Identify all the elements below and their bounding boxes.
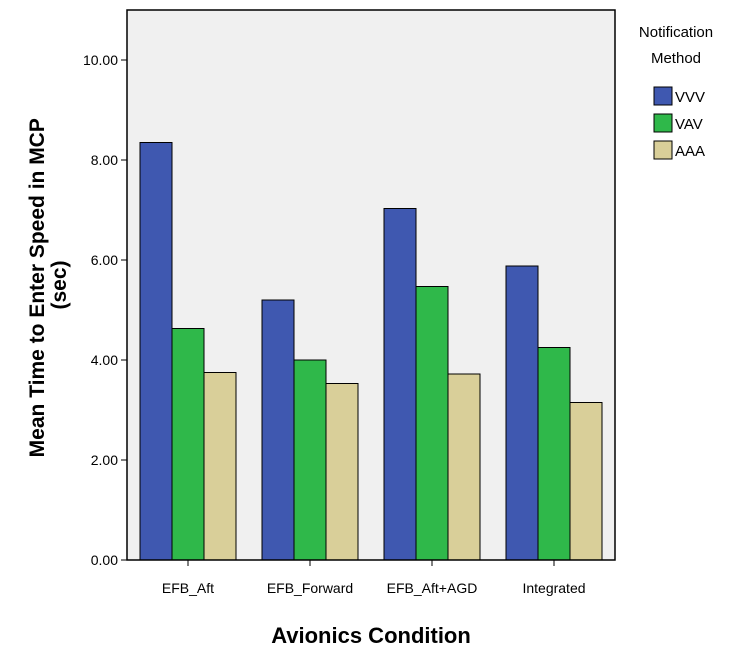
legend: Notification Method VVV VAV AAA xyxy=(639,24,713,160)
x-axis-label: Avionics Condition xyxy=(271,623,471,648)
legend-label-vav: VAV xyxy=(675,116,703,133)
y-axis-label-line-1: Mean Time to Enter Speed in MCP xyxy=(26,118,49,457)
bar-vvv-3 xyxy=(383,208,417,561)
legend-title-line-1: Notification xyxy=(639,24,713,41)
x-tick-label: EFB_Aft+AGD xyxy=(387,580,478,596)
y-tick-label: 10.00 xyxy=(83,52,118,68)
y-axis-label: Mean Time to Enter Speed in MCP (sec) xyxy=(26,113,71,458)
legend-items: VVV VAV AAA xyxy=(653,86,705,160)
legend-label-aaa: AAA xyxy=(675,143,705,160)
y-tick-label: 4.00 xyxy=(91,352,118,368)
bars-layer xyxy=(139,142,603,561)
x-axis-ticks: EFB_Aft EFB_Forward EFB_Aft+AGD Integrated xyxy=(162,560,586,596)
y-axis-ticks: 0.00 2.00 4.00 6.00 8.00 10.00 xyxy=(83,52,127,568)
x-tick-label: Integrated xyxy=(522,580,585,596)
bar-vvv-4 xyxy=(505,265,539,561)
y-tick-label: 0.00 xyxy=(91,552,118,568)
legend-title-line-2: Method xyxy=(651,50,701,67)
legend-swatch-aaa xyxy=(653,140,673,160)
y-axis-label-line-2: (sec) xyxy=(48,260,71,309)
legend-label-vvv: VVV xyxy=(675,89,705,106)
x-tick-label: EFB_Forward xyxy=(267,580,353,596)
bar-aaa-4 xyxy=(569,402,603,561)
bar-aaa-2 xyxy=(325,383,359,561)
legend-swatch-vvv xyxy=(653,86,673,106)
y-tick-label: 8.00 xyxy=(91,152,118,168)
bar-vav-4 xyxy=(537,347,571,561)
plot-frame xyxy=(126,9,616,561)
y-tick-label: 6.00 xyxy=(91,252,118,268)
bar-vvv-1 xyxy=(139,142,173,561)
bar-aaa-3 xyxy=(447,373,481,561)
legend-swatch-vav xyxy=(653,113,673,133)
y-tick-label: 2.00 xyxy=(91,452,118,468)
x-tick-label: EFB_Aft xyxy=(162,580,214,596)
bar-vav-1 xyxy=(171,328,205,561)
bar-vav-2 xyxy=(293,359,327,561)
bar-aaa-1 xyxy=(203,372,237,561)
bar-vvv-2 xyxy=(261,299,295,561)
bar-vav-3 xyxy=(415,286,449,561)
